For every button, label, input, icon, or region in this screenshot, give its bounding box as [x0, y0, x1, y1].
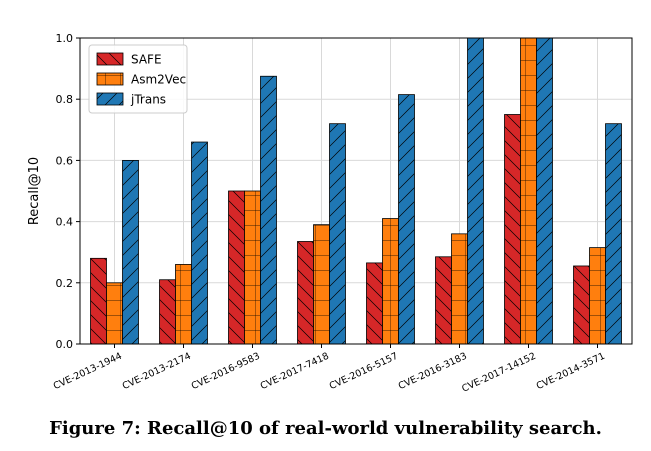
y-axis: 0.0 0.2 0.4 0.6 0.8 1.0 — [56, 32, 80, 351]
x-tick-label: CVE-2016-9583 — [190, 351, 262, 392]
bars — [90, 37, 622, 345]
x-tick-label: CVE-2016-3183 — [397, 351, 469, 392]
bar-hatch — [467, 37, 484, 345]
x-tick-label: CVE-2013-2174 — [121, 351, 193, 392]
figure-caption: Figure 7: Recall@10 of real-world vulner… — [49, 418, 602, 439]
bar-hatch — [605, 123, 622, 345]
plot-frame — [79, 37, 633, 345]
y-tick-label: 0.8 — [56, 93, 74, 106]
bar-hatch — [589, 247, 606, 345]
bar-hatch — [228, 190, 245, 345]
bar-hatch — [106, 282, 123, 345]
bar-hatch — [382, 218, 399, 345]
y-tick-label: 1.0 — [56, 32, 74, 45]
x-tick-label: CVE-2013-1944 — [52, 351, 124, 392]
x-axis: CVE-2013-1944CVE-2013-2174CVE-2016-9583C… — [52, 344, 607, 395]
bar-hatch — [122, 159, 139, 345]
legend-swatch-hatch — [96, 72, 124, 86]
y-axis-label: Recall@10 — [27, 157, 42, 225]
legend-label-jtrans: jTrans — [130, 93, 166, 107]
x-tick-label: CVE-2017-7418 — [259, 351, 331, 392]
y-tick-label: 0.4 — [56, 216, 74, 229]
bar-hatch — [90, 257, 107, 345]
bar-hatch — [159, 279, 176, 345]
bar-hatch — [191, 141, 208, 345]
y-tick-label: 0.0 — [56, 338, 74, 351]
bar-hatch — [504, 114, 521, 345]
bar-hatch — [398, 94, 415, 345]
legend-label-safe: SAFE — [131, 53, 162, 67]
bar-hatch — [573, 265, 590, 345]
legend-swatch-hatch — [96, 92, 124, 106]
bar-hatch — [313, 224, 330, 345]
legend-label-asm2vec: Asm2Vec — [131, 73, 186, 87]
bar-hatch — [297, 241, 314, 345]
bar-hatch — [451, 233, 468, 345]
y-tick-label: 0.2 — [56, 277, 74, 290]
legend: SAFE Asm2Vec jTrans — [88, 44, 188, 114]
bar-hatch — [366, 262, 383, 345]
x-tick-label: CVE-2017-14152 — [460, 351, 538, 395]
x-tick-label: CVE-2016-5157 — [328, 351, 400, 392]
bar-hatch — [536, 37, 553, 345]
bar-hatch — [435, 256, 452, 345]
bar-hatch — [260, 75, 277, 345]
legend-swatch-hatch — [96, 52, 124, 66]
y-tick-label: 0.6 — [56, 154, 74, 167]
bar-hatch — [175, 264, 192, 345]
bar-chart: 0.0 0.2 0.4 0.6 0.8 1.0 CVE-2013-1944CVE-2013… — [27, 32, 633, 395]
x-tick-label: CVE-2014-3571 — [535, 351, 607, 392]
bar-hatch — [244, 190, 261, 345]
bar-hatch — [329, 123, 346, 345]
bar-hatch — [520, 37, 537, 345]
